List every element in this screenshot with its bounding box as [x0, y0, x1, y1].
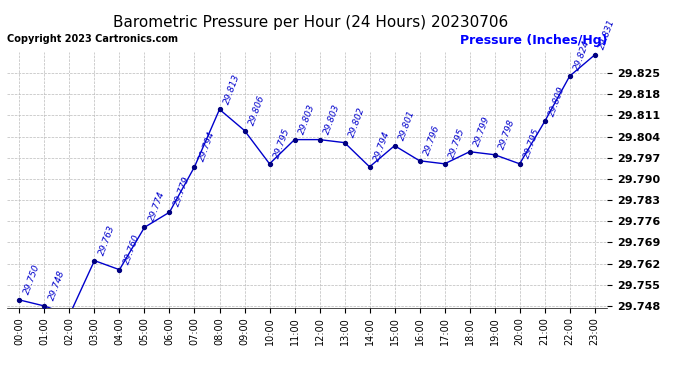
Point: [414, 158, 425, 164]
Text: 29.796: 29.796: [422, 124, 442, 157]
Text: 29.806: 29.806: [247, 94, 266, 126]
Text: 29.794: 29.794: [373, 130, 392, 163]
Point: [14, 297, 25, 303]
Text: 29.824: 29.824: [573, 39, 592, 72]
Text: 29.802: 29.802: [347, 106, 366, 138]
Text: 29.809: 29.809: [547, 84, 566, 117]
Point: [89, 258, 100, 264]
Point: [264, 161, 275, 167]
Text: 29.803: 29.803: [297, 103, 317, 135]
Point: [239, 128, 250, 134]
Text: 29.803: 29.803: [322, 103, 342, 135]
Text: 29.774: 29.774: [147, 190, 166, 223]
Point: [289, 136, 300, 142]
Text: Pressure (Inches/Hg): Pressure (Inches/Hg): [460, 34, 607, 47]
Text: 29.745: 29.745: [0, 374, 1, 375]
Text: 29.763: 29.763: [97, 224, 117, 256]
Point: [39, 303, 50, 309]
Text: 29.795: 29.795: [447, 127, 466, 160]
Point: [139, 224, 150, 230]
Point: [339, 140, 350, 146]
Point: [489, 152, 500, 158]
Text: Copyright 2023 Cartronics.com: Copyright 2023 Cartronics.com: [7, 34, 178, 44]
Text: 29.795: 29.795: [522, 127, 542, 160]
Text: 29.799: 29.799: [473, 115, 492, 147]
Point: [114, 267, 125, 273]
Point: [514, 161, 525, 167]
Text: 29.750: 29.750: [22, 263, 41, 296]
Text: 29.794: 29.794: [197, 130, 217, 163]
Text: 29.779: 29.779: [172, 175, 192, 208]
Point: [589, 52, 600, 58]
Point: [164, 209, 175, 215]
Text: Barometric Pressure per Hour (24 Hours) 20230706: Barometric Pressure per Hour (24 Hours) …: [113, 15, 508, 30]
Text: 29.831: 29.831: [598, 18, 617, 51]
Point: [214, 106, 225, 112]
Text: 29.801: 29.801: [397, 109, 417, 141]
Point: [64, 312, 75, 318]
Point: [364, 164, 375, 170]
Text: 29.795: 29.795: [273, 127, 292, 160]
Point: [539, 118, 550, 124]
Point: [189, 164, 200, 170]
Text: 29.748: 29.748: [47, 269, 66, 302]
Text: 29.760: 29.760: [122, 233, 141, 266]
Point: [464, 149, 475, 155]
Point: [389, 142, 400, 148]
Point: [439, 161, 450, 167]
Point: [564, 73, 575, 79]
Point: [314, 136, 325, 142]
Text: 29.798: 29.798: [497, 118, 517, 151]
Text: 29.813: 29.813: [222, 72, 242, 105]
